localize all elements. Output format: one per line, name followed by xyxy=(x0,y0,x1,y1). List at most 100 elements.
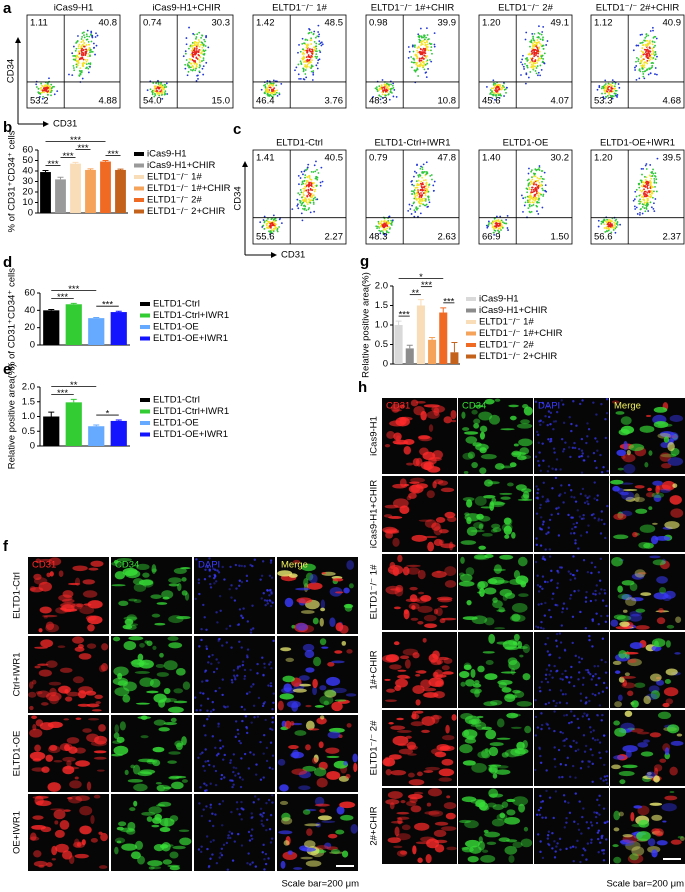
flow-dot xyxy=(640,167,643,170)
flow-dot xyxy=(537,179,539,182)
plot-title: ELTD1⁻/⁻ 2#+CHIR xyxy=(596,3,680,14)
flow-dot xyxy=(89,62,92,65)
stain xyxy=(536,726,540,729)
flow-dot xyxy=(77,61,80,64)
stain xyxy=(215,667,219,670)
stain xyxy=(598,813,601,816)
stain xyxy=(584,668,588,672)
flow-dot xyxy=(533,53,536,56)
flow-dot xyxy=(88,47,91,49)
flow-dot xyxy=(184,67,187,70)
stain xyxy=(624,710,633,717)
stain xyxy=(535,430,539,434)
stain xyxy=(415,673,421,677)
flow-dot xyxy=(310,39,313,41)
stain xyxy=(257,798,260,801)
flow-dot xyxy=(535,169,538,172)
stain xyxy=(605,838,608,841)
stain xyxy=(218,802,221,806)
stain xyxy=(432,671,439,678)
stain xyxy=(217,722,220,725)
flow-dot xyxy=(184,50,187,53)
flow-dot xyxy=(499,84,502,86)
stain xyxy=(567,570,570,573)
significance-label: ** xyxy=(412,288,420,299)
flow-dot xyxy=(418,59,421,61)
stain xyxy=(325,676,341,687)
flow-dot xyxy=(272,89,275,92)
flow-dot xyxy=(522,54,524,57)
stain xyxy=(653,764,663,772)
flow-dot xyxy=(433,43,436,46)
error-bar xyxy=(406,344,413,349)
stain xyxy=(424,623,437,629)
flow-dot xyxy=(606,84,609,87)
flow-dot xyxy=(653,202,655,205)
stain xyxy=(446,846,457,851)
flow-dot xyxy=(163,86,166,89)
stain xyxy=(656,576,668,584)
stain xyxy=(434,821,449,826)
flow-dot xyxy=(645,33,648,35)
stain xyxy=(309,573,318,584)
stain xyxy=(346,560,355,570)
stain xyxy=(82,579,95,585)
stain xyxy=(393,432,402,441)
flow-dot xyxy=(641,59,643,62)
bar xyxy=(88,426,105,446)
stain xyxy=(422,535,438,539)
flow-dot xyxy=(392,95,395,98)
stain xyxy=(445,724,450,734)
flow-dot xyxy=(651,47,654,50)
flow-dot xyxy=(650,192,653,195)
error-bar xyxy=(57,176,64,180)
stain xyxy=(553,664,556,668)
flow-dot xyxy=(521,58,524,61)
flow-dot xyxy=(530,41,533,44)
stain xyxy=(346,723,352,728)
stain xyxy=(597,851,600,854)
stain xyxy=(568,775,572,779)
flow-dot xyxy=(533,180,536,183)
stain xyxy=(556,582,559,585)
flow-dot xyxy=(525,31,528,34)
flow-dot xyxy=(653,177,656,180)
stain xyxy=(344,604,353,612)
stain xyxy=(664,795,678,801)
stain xyxy=(479,447,487,454)
channel-label: DAPI xyxy=(538,401,560,412)
flow-dot xyxy=(542,58,545,60)
flow-dot xyxy=(537,74,539,77)
flow-dot xyxy=(319,184,322,187)
stain xyxy=(512,452,527,456)
stain xyxy=(663,687,679,697)
stain xyxy=(230,584,233,587)
flow-dot xyxy=(83,31,85,34)
stain xyxy=(599,841,602,844)
flow-dot xyxy=(381,93,384,96)
stain xyxy=(570,516,573,519)
stain xyxy=(614,727,627,737)
flow-dot xyxy=(633,205,636,208)
stain xyxy=(612,844,619,848)
flow-dot xyxy=(486,226,489,229)
stain xyxy=(467,451,476,459)
stain xyxy=(573,496,576,499)
stain xyxy=(424,811,440,815)
flow-dot xyxy=(491,226,494,229)
flow-dot xyxy=(421,176,424,179)
flow-dot xyxy=(532,203,535,206)
stain xyxy=(211,812,214,815)
stain xyxy=(32,795,49,800)
stain xyxy=(331,660,345,664)
stain xyxy=(172,845,186,850)
stain xyxy=(234,678,237,681)
stain xyxy=(346,649,353,654)
stain xyxy=(565,737,568,741)
stain xyxy=(462,452,474,460)
flow-dot xyxy=(49,91,52,94)
stain xyxy=(441,758,454,766)
stain xyxy=(280,860,286,869)
flow-dot xyxy=(542,195,545,197)
stain xyxy=(305,720,315,731)
